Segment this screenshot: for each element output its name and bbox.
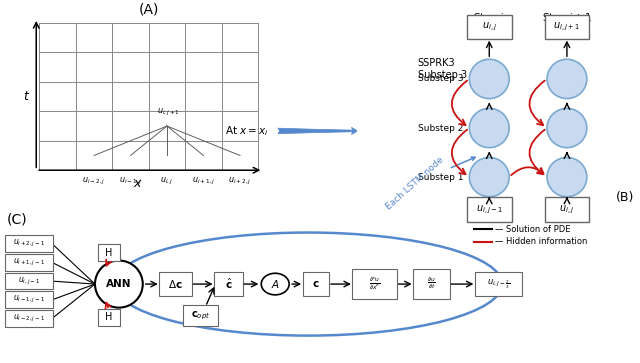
FancyBboxPatch shape	[98, 244, 120, 261]
Text: (B): (B)	[616, 191, 635, 204]
Text: $x$: $x$	[133, 178, 143, 191]
FancyBboxPatch shape	[353, 269, 397, 299]
Text: Each LSTM node: Each LSTM node	[385, 155, 475, 211]
FancyBboxPatch shape	[183, 305, 218, 326]
Text: $\hat{\mathbf{c}}$: $\hat{\mathbf{c}}$	[225, 277, 232, 291]
Text: $u_{i,j-1}$: $u_{i,j-1}$	[476, 203, 503, 216]
FancyBboxPatch shape	[5, 291, 53, 308]
FancyBboxPatch shape	[98, 309, 120, 326]
Text: $u_{i,j}$: $u_{i,j}$	[559, 203, 575, 216]
Ellipse shape	[261, 273, 289, 295]
Text: H: H	[105, 313, 113, 322]
Text: SSPRK3
Substep 3: SSPRK3 Substep 3	[417, 58, 467, 80]
Text: $t$: $t$	[22, 90, 30, 103]
Text: — Hidden information: — Hidden information	[495, 237, 588, 246]
Text: ANN: ANN	[106, 279, 132, 289]
Circle shape	[547, 59, 587, 99]
Circle shape	[469, 59, 509, 99]
FancyBboxPatch shape	[214, 272, 243, 296]
FancyBboxPatch shape	[5, 273, 53, 289]
Text: $\Delta\mathbf{c}$: $\Delta\mathbf{c}$	[168, 278, 183, 290]
FancyArrowPatch shape	[511, 167, 543, 175]
Text: $u_{i-1,j-1}$: $u_{i-1,j-1}$	[13, 294, 45, 305]
FancyBboxPatch shape	[467, 15, 511, 39]
Text: $\frac{\partial^n u}{\partial x^n}$: $\frac{\partial^n u}{\partial x^n}$	[369, 276, 381, 292]
Circle shape	[95, 261, 143, 307]
Text: Step $j+1$: Step $j+1$	[542, 11, 592, 25]
Text: Step $j$: Step $j$	[474, 11, 505, 25]
Text: $u_{i+2,j-1}$: $u_{i+2,j-1}$	[13, 238, 45, 249]
Text: $u_{i,j+1}$: $u_{i,j+1}$	[553, 21, 580, 33]
Text: (C): (C)	[6, 212, 27, 226]
Circle shape	[547, 158, 587, 197]
Text: At $x = x_i$: At $x = x_i$	[225, 124, 268, 138]
Text: $u_{i-1,j}$: $u_{i-1,j}$	[119, 176, 142, 187]
FancyBboxPatch shape	[159, 272, 192, 296]
Text: $u_{i,j}$: $u_{i,j}$	[481, 21, 497, 33]
Text: $u_{i,j}$: $u_{i,j}$	[161, 176, 173, 187]
FancyBboxPatch shape	[5, 236, 53, 252]
Text: $\mathbf{c}$: $\mathbf{c}$	[312, 279, 320, 289]
FancyBboxPatch shape	[5, 254, 53, 271]
FancyBboxPatch shape	[303, 272, 330, 296]
Circle shape	[469, 158, 509, 197]
Text: $u_{i+1,j-1}$: $u_{i+1,j-1}$	[13, 257, 45, 268]
Text: (A): (A)	[138, 2, 159, 16]
Text: $u_{i,j-\frac{2}{3}}$: $u_{i,j-\frac{2}{3}}$	[486, 277, 510, 291]
Text: Substep 1: Substep 1	[418, 172, 463, 182]
Text: Substep 3: Substep 3	[418, 74, 463, 83]
Text: $u_{i+1,j}$: $u_{i+1,j}$	[192, 176, 215, 187]
FancyArrowPatch shape	[452, 130, 467, 174]
Text: $\mathbf{c}_{opt}$: $\mathbf{c}_{opt}$	[191, 309, 210, 322]
FancyBboxPatch shape	[545, 15, 589, 39]
FancyBboxPatch shape	[5, 310, 53, 327]
FancyArrowPatch shape	[529, 130, 545, 174]
FancyBboxPatch shape	[545, 197, 589, 222]
FancyArrowPatch shape	[529, 81, 545, 125]
Text: $\frac{\partial u}{\partial t}$: $\frac{\partial u}{\partial t}$	[427, 276, 436, 292]
FancyBboxPatch shape	[475, 272, 522, 296]
Circle shape	[469, 109, 509, 148]
Text: $u_{i-2,j-1}$: $u_{i-2,j-1}$	[13, 313, 45, 324]
Text: $u_{i,j+1}$: $u_{i,j+1}$	[157, 107, 179, 118]
Circle shape	[547, 109, 587, 148]
Text: — Solution of PDE: — Solution of PDE	[495, 225, 571, 234]
Text: Substep 2: Substep 2	[418, 123, 463, 132]
Text: H: H	[105, 248, 113, 258]
Text: $u_{i+2,j}$: $u_{i+2,j}$	[228, 176, 252, 187]
Text: $A$: $A$	[271, 278, 280, 290]
FancyArrowPatch shape	[452, 81, 467, 125]
FancyBboxPatch shape	[467, 197, 511, 222]
FancyBboxPatch shape	[413, 269, 450, 299]
Text: $u_{i,j-1}$: $u_{i,j-1}$	[19, 276, 40, 287]
Text: $u_{i-2,j}$: $u_{i-2,j}$	[82, 176, 106, 187]
